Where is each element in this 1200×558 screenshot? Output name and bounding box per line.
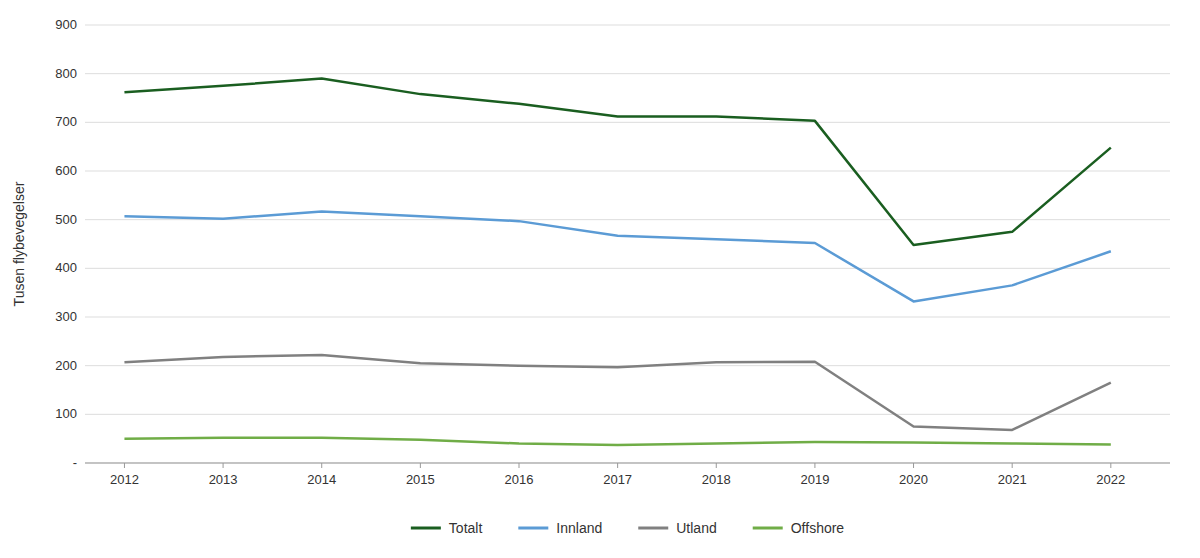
legend-label: Offshore	[791, 520, 845, 536]
y-tick-label: 900	[55, 17, 77, 32]
x-tick-label: 2021	[998, 472, 1027, 487]
legend-label: Utland	[676, 520, 716, 536]
y-tick-label: 800	[55, 66, 77, 81]
x-tick-label: 2020	[899, 472, 928, 487]
legend-swatch	[518, 527, 548, 530]
x-tick-label: 2015	[406, 472, 435, 487]
chart: - 100 200 300 400 500 600 700 800 900 2012 2013 2014…	[0, 0, 1200, 558]
y-tick-label: 500	[55, 212, 77, 227]
x-tick-label: 2019	[800, 472, 829, 487]
legend-swatch	[753, 527, 783, 530]
x-tick	[124, 463, 125, 468]
series-line	[124, 211, 1110, 301]
legend-item: Innland	[518, 520, 602, 536]
x-tick	[1012, 463, 1013, 468]
x-tick	[420, 463, 421, 468]
x-tick	[913, 463, 914, 468]
x-axis-line	[85, 463, 1170, 464]
y-tick-label: 200	[55, 358, 77, 373]
legend-label: Totalt	[449, 520, 483, 536]
y-tick-label: -	[73, 455, 77, 470]
x-tick	[223, 463, 224, 468]
x-tick	[617, 463, 618, 468]
x-tick	[814, 463, 815, 468]
grid-line	[85, 25, 1170, 26]
lines	[124, 79, 1110, 445]
grid-line	[85, 171, 1170, 172]
y-tick-label: 600	[55, 163, 77, 178]
x-tick	[321, 463, 322, 468]
x-tick	[716, 463, 717, 468]
y-tick-label: 400	[55, 260, 77, 275]
grid-line	[85, 219, 1170, 220]
legend-item: Utland	[638, 520, 716, 536]
x-tick-label: 2016	[505, 472, 534, 487]
series-line	[124, 79, 1110, 245]
y-tick-label: 300	[55, 309, 77, 324]
y-tick-label: 100	[55, 406, 77, 421]
x-tick-label: 2012	[110, 472, 139, 487]
x-tick-label: 2018	[702, 472, 731, 487]
legend-item: Totalt	[411, 520, 483, 536]
series-line	[124, 355, 1110, 430]
grid-line	[85, 122, 1170, 123]
grid-line	[85, 463, 1170, 464]
x-tick	[519, 463, 520, 468]
y-axis-label: Tusen flybevegelser	[11, 181, 27, 306]
grid-line	[85, 268, 1170, 269]
grid-line	[85, 414, 1170, 415]
legend-item: Offshore	[753, 520, 845, 536]
legend-label: Innland	[556, 520, 602, 536]
y-axis: - 100 200 300 400 500 600 700 800 900	[55, 17, 1170, 470]
grid-line	[85, 317, 1170, 318]
grid-line	[85, 73, 1170, 74]
y-tick-label: 700	[55, 114, 77, 129]
series-line	[124, 438, 1110, 445]
legend-swatch	[411, 527, 441, 530]
legend-swatch	[638, 527, 668, 530]
x-tick	[1110, 463, 1111, 468]
x-axis: 2012 2013 2014 2015 2016 2017 2018 2019 2020 2021…	[85, 463, 1170, 487]
x-tick-label: 2013	[209, 472, 238, 487]
x-tick-label: 2017	[603, 472, 632, 487]
x-tick-label: 2014	[307, 472, 336, 487]
legend: Totalt Innland Utland Offshore	[411, 520, 845, 536]
x-tick-label: 2022	[1096, 472, 1125, 487]
